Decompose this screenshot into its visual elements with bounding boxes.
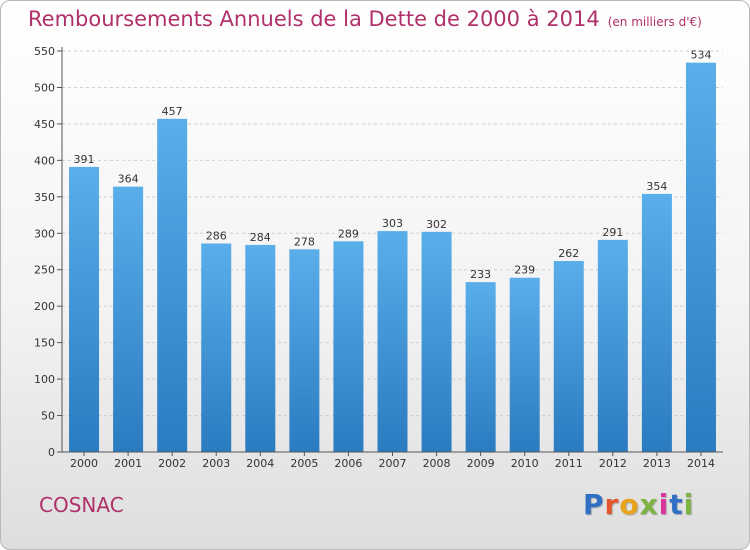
- bar: [465, 282, 496, 452]
- logo-letter: t: [669, 488, 684, 521]
- data-label: 354: [646, 180, 667, 193]
- y-tick-label: 150: [34, 337, 55, 350]
- bar: [421, 231, 452, 452]
- y-tick-label: 250: [34, 264, 55, 277]
- y-tick-label: 500: [34, 81, 55, 94]
- x-tick-label: 2005: [290, 457, 318, 470]
- data-label: 457: [162, 105, 183, 118]
- x-tick-label: 2012: [599, 457, 627, 470]
- x-tick-label: 2008: [423, 457, 451, 470]
- x-tick-label: 2000: [70, 457, 98, 470]
- logo-letter: i: [658, 488, 670, 521]
- y-tick-label: 100: [34, 373, 55, 386]
- logo-letter: x: [639, 488, 659, 521]
- labels: 0 50 100 150 200 250 300 350 400 450 500 550 391 2000…: [34, 45, 715, 470]
- bar: [245, 244, 276, 452]
- x-tick-label: 2006: [334, 457, 362, 470]
- y-tick-label: 350: [34, 191, 55, 204]
- title-unit: (en milliers d'€): [607, 15, 702, 29]
- bar: [509, 277, 540, 452]
- x-tick-label: 2001: [114, 457, 142, 470]
- data-label: 534: [690, 49, 711, 62]
- bar: [113, 186, 144, 453]
- logo-letter: o: [619, 488, 640, 521]
- y-tick-label: 300: [34, 227, 55, 240]
- y-tick-label: 50: [41, 410, 55, 423]
- bar: [69, 166, 100, 452]
- data-label: 391: [74, 153, 95, 166]
- bar: [377, 231, 408, 452]
- x-tick-label: 2007: [379, 457, 407, 470]
- x-tick-label: 2002: [158, 457, 186, 470]
- x-tick-label: 2010: [511, 457, 539, 470]
- proxiti-logo: Proxiti: [583, 488, 694, 521]
- x-tick-label: 2013: [643, 457, 671, 470]
- chart-title: Remboursements Annuels de la Dette de 20…: [28, 7, 702, 31]
- y-tick-label: 400: [34, 154, 55, 167]
- x-tick-label: 2014: [687, 457, 715, 470]
- logo-letter: r: [604, 488, 620, 521]
- data-label: 291: [602, 226, 623, 239]
- title-text: Remboursements Annuels de la Dette de 20…: [28, 7, 600, 31]
- data-label: 284: [250, 231, 271, 244]
- bar: [201, 243, 232, 452]
- data-label: 364: [118, 173, 139, 186]
- data-label: 262: [558, 247, 579, 260]
- bar: [333, 241, 364, 452]
- data-label: 289: [338, 227, 359, 240]
- logo-letter: i: [683, 488, 695, 521]
- x-tick-label: 2003: [202, 457, 230, 470]
- data-label: 239: [514, 264, 535, 277]
- x-tick-label: 2011: [555, 457, 583, 470]
- x-tick-label: 2004: [246, 457, 274, 470]
- bars: [69, 62, 716, 453]
- y-tick-label: 450: [34, 118, 55, 131]
- data-label: 302: [426, 218, 447, 231]
- bar: [553, 260, 584, 452]
- data-label: 303: [382, 217, 403, 230]
- bar: [641, 193, 672, 452]
- axes: [57, 47, 723, 456]
- logo-letter: P: [583, 488, 605, 521]
- y-tick-label: 0: [48, 446, 55, 459]
- bar: [597, 239, 628, 452]
- y-tick-label: 200: [34, 300, 55, 313]
- bar: [685, 62, 716, 452]
- commune-name: COSNAC: [39, 493, 124, 517]
- data-label: 278: [294, 235, 315, 248]
- data-label: 233: [470, 268, 491, 281]
- bar: [157, 118, 188, 453]
- x-tick-label: 2009: [467, 457, 495, 470]
- y-tick-label: 550: [34, 45, 55, 58]
- data-label: 286: [206, 229, 227, 242]
- bar: [289, 249, 320, 452]
